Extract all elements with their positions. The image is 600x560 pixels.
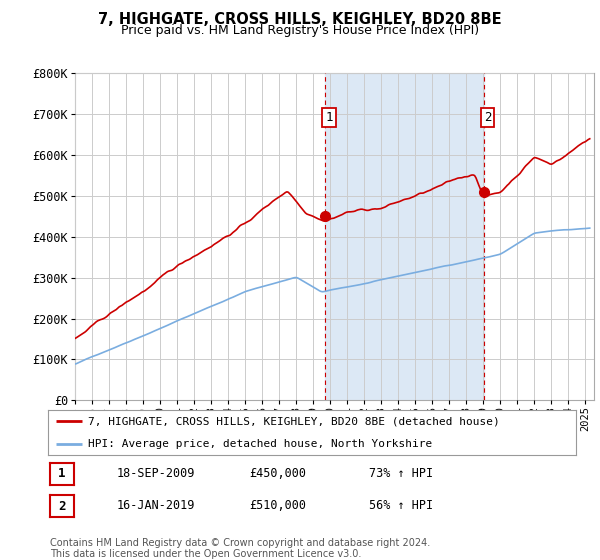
Bar [325, 73, 484, 400]
Text: 1: 1 [58, 467, 65, 480]
Text: Contains HM Land Registry data © Crown copyright and database right 2024.
This d: Contains HM Land Registry data © Crown c… [50, 538, 430, 559]
Text: 16-JAN-2019: 16-JAN-2019 [117, 499, 196, 512]
Text: 7, HIGHGATE, CROSS HILLS, KEIGHLEY, BD20 8BE: 7, HIGHGATE, CROSS HILLS, KEIGHLEY, BD20… [98, 12, 502, 27]
Text: 1: 1 [325, 111, 332, 124]
Text: £510,000: £510,000 [249, 499, 306, 512]
Text: 2: 2 [58, 500, 65, 513]
Text: 73% ↑ HPI: 73% ↑ HPI [369, 466, 433, 480]
Text: HPI: Average price, detached house, North Yorkshire: HPI: Average price, detached house, Nort… [88, 438, 432, 449]
Text: 18-SEP-2009: 18-SEP-2009 [117, 466, 196, 480]
Text: 2: 2 [484, 111, 491, 124]
Text: 56% ↑ HPI: 56% ↑ HPI [369, 499, 433, 512]
Text: £450,000: £450,000 [249, 466, 306, 480]
Text: 7, HIGHGATE, CROSS HILLS, KEIGHLEY, BD20 8BE (detached house): 7, HIGHGATE, CROSS HILLS, KEIGHLEY, BD20… [88, 416, 499, 426]
Text: Price paid vs. HM Land Registry's House Price Index (HPI): Price paid vs. HM Land Registry's House … [121, 24, 479, 36]
